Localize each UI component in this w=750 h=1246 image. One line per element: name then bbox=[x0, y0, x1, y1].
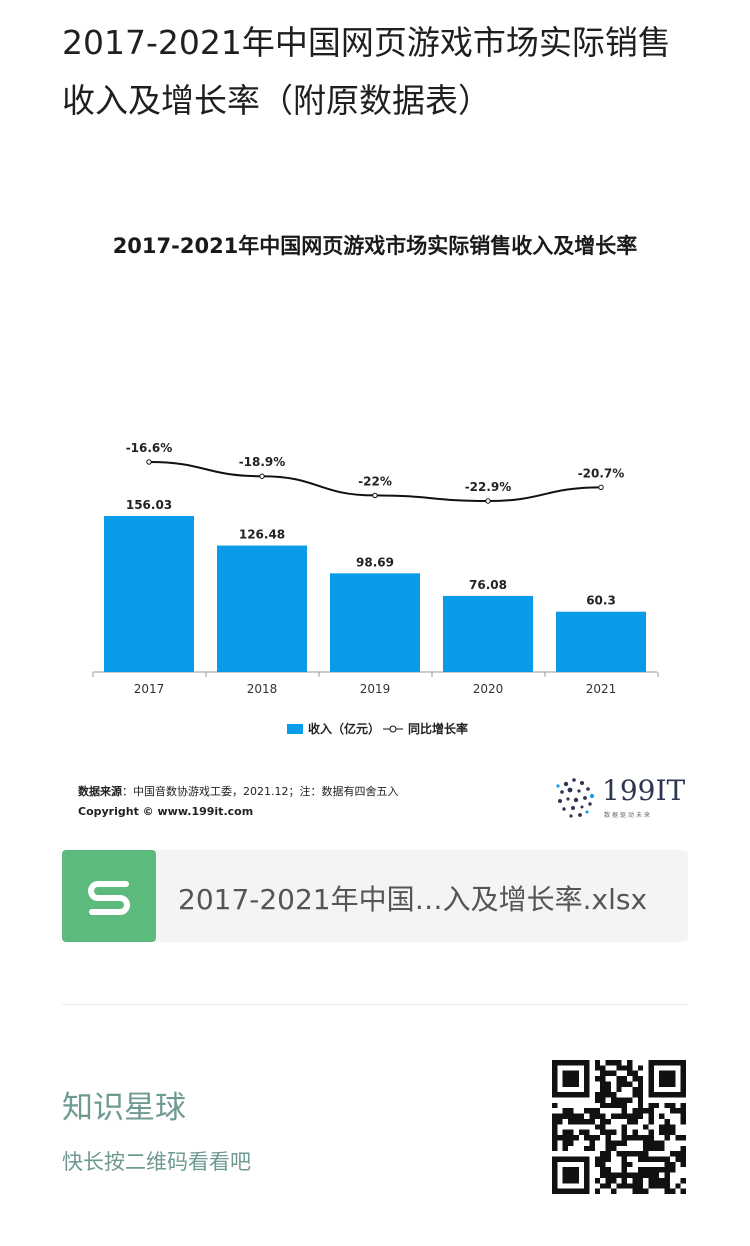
rate-label-2020: -22.9% bbox=[465, 480, 512, 494]
rate-label-2019: -22% bbox=[358, 474, 392, 488]
qr-code-icon bbox=[552, 1060, 686, 1194]
x-tick-label-2021: 2021 bbox=[586, 682, 617, 696]
data-source: 数据来源：中国音数协游戏工委，2021.12；注：数据有四舍五入 Copyrig… bbox=[78, 782, 399, 822]
legend-bar-swatch bbox=[287, 724, 303, 734]
rate-point-2021 bbox=[598, 484, 604, 491]
chart: 156.03 2017 126.48 2018 98.69 2019 76.08 2020 60… bbox=[92, 441, 659, 736]
file-name: 2017-2021年中国…入及增长率.xlsx bbox=[178, 883, 648, 916]
source-text: ：中国音数协游戏工委，2021.12；注：数据有四舍五入 bbox=[122, 785, 399, 798]
bar-2017 bbox=[104, 516, 194, 672]
bar-2020 bbox=[443, 595, 533, 672]
brand-logo-icon bbox=[556, 778, 594, 818]
bar-2019 bbox=[330, 573, 420, 672]
article-title: 2017-2021年中国网页游戏市场实际销售收入及增长率（附原数据表） bbox=[62, 23, 671, 120]
bar-2018 bbox=[217, 545, 307, 672]
divider bbox=[62, 1004, 688, 1005]
brand-name: 199IT bbox=[602, 774, 686, 807]
x-tick-label-2017: 2017 bbox=[134, 682, 165, 696]
legend-line-label: 同比增长率 bbox=[408, 721, 468, 736]
source-label: 数据来源 bbox=[78, 785, 122, 798]
bar-label-2017: 156.03 bbox=[126, 498, 172, 512]
rate-point-2017 bbox=[146, 459, 152, 465]
bar-label-2019: 98.69 bbox=[356, 555, 394, 569]
promo-title: 知识星球 bbox=[62, 1090, 186, 1126]
copyright-text: Copyright © www.199it.com bbox=[78, 805, 254, 818]
rate-label-2021: -20.7% bbox=[578, 466, 625, 480]
x-tick-label-2020: 2020 bbox=[473, 682, 504, 696]
chart-title: 2017-2021年中国网页游戏市场实际销售收入及增长率 bbox=[112, 234, 638, 258]
rate-label-2017: -16.6% bbox=[126, 441, 173, 455]
promo-subtitle: 快长按二维码看看吧 bbox=[62, 1150, 251, 1174]
x-tick-label-2019: 2019 bbox=[360, 682, 391, 696]
legend-line-marker bbox=[389, 725, 397, 733]
legend-bar-label: 收入（亿元） bbox=[308, 721, 380, 736]
file-attachment[interactable]: 2017-2021年中国…入及增长率.xlsx bbox=[62, 850, 688, 942]
rate-point-2020 bbox=[485, 498, 491, 504]
spreadsheet-s-icon bbox=[62, 850, 156, 942]
bar-label-2020: 76.08 bbox=[469, 578, 507, 592]
bar-label-2021: 60.3 bbox=[586, 594, 616, 608]
bar-label-2018: 126.48 bbox=[239, 528, 285, 542]
bar-2021 bbox=[556, 611, 646, 672]
rate-label-2018: -18.9% bbox=[239, 455, 286, 469]
x-tick-label-2018: 2018 bbox=[247, 682, 278, 696]
rate-point-2019 bbox=[372, 492, 378, 499]
brand-tagline: 数据驱动未来 bbox=[604, 812, 653, 819]
rate-point-2018 bbox=[259, 473, 265, 479]
